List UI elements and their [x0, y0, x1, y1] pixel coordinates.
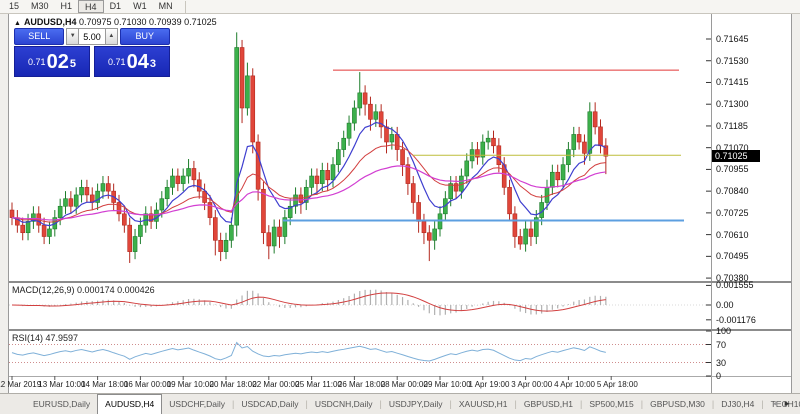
toolbar-divider [184, 0, 186, 13]
price-tick-label: 0.71185 [716, 120, 748, 131]
timeframe-button-15[interactable]: 15 [9, 1, 20, 11]
tab-xauusd-h1[interactable]: XAUUSD,H1 [458, 399, 508, 409]
sell-price-display[interactable]: 0.71 02 5 [14, 46, 90, 77]
chart-ohlc-header: ▲ AUDUSD,H4 0.70975 0.71030 0.70939 0.710… [14, 17, 217, 27]
tab-divider: | [379, 399, 382, 409]
sell-price-prefix: 0.71 [28, 56, 46, 67]
price-tick-label: 0.70725 [716, 207, 749, 218]
macd-tick-label: 0.00 [716, 300, 734, 310]
buy-button[interactable]: BUY [119, 28, 170, 45]
tab-divider: | [711, 399, 715, 409]
tab-scroll-right-icon[interactable]: ► [783, 399, 795, 408]
tab-usdjpy-daily[interactable]: USDJPY,Daily [388, 399, 443, 409]
tab-divider: | [640, 399, 644, 409]
rsi-label: RSI(14) 47.9597 [12, 333, 79, 343]
sell-price-pip: 5 [69, 57, 76, 70]
time-tick-label: 25 Mar 11:00 [295, 380, 342, 389]
tab-divider: | [514, 399, 517, 409]
rsi-tick-label: 30 [716, 357, 727, 368]
buy-price-pip: 3 [149, 57, 156, 70]
sell-button[interactable]: SELL [14, 28, 65, 45]
volume-increase-icon[interactable]: ▲ [105, 28, 118, 45]
price-tick-label: 0.70380 [716, 273, 749, 284]
time-tick-label: 4 Apr 10:00 [554, 380, 595, 389]
price-axis-separator [711, 14, 712, 393]
timeframe-button-w1[interactable]: W1 [133, 1, 147, 11]
tab-sp500-m15[interactable]: SP500,M15 [589, 399, 634, 409]
time-tick-label: 28 Mar 00:00 [380, 380, 428, 389]
time-tick-label: 26 Mar 18:00 [337, 380, 386, 389]
time-tick-label: 16 Mar 00:00 [123, 380, 172, 389]
timeframe-button-h1[interactable]: H1 [60, 1, 73, 11]
tab-gbpusd-h1[interactable]: GBPUSD,H1 [523, 399, 573, 409]
price-tick-label: 0.70495 [716, 251, 749, 262]
timeframe-toolbar: 15 M30 H1 H4 D1 W1 MN [0, 0, 800, 14]
price-tick-label: 0.71645 [716, 34, 749, 44]
macd-tick-label: -0.001176 [716, 314, 756, 325]
tab-tech100-h1[interactable]: TECH100,H1 [770, 399, 800, 409]
sell-price-big: 02 [46, 50, 69, 73]
tab-usdcnh-daily[interactable]: USDCNH,Daily [314, 399, 373, 409]
tab-divider: | [305, 399, 308, 409]
price-tick-label: 0.71300 [716, 99, 749, 110]
tab-divider: | [580, 399, 583, 409]
rsi-tick-label: 0 [716, 371, 722, 381]
time-tick-label: 1 Apr 19:00 [468, 380, 510, 389]
time-tick-label: 14 Mar 18:00 [81, 380, 129, 389]
symbol-tabbar: EURUSD,Daily AUDUSD,H4 USDCHF,Daily | USDCAD… [0, 393, 800, 414]
tab-scroll-arrows: ◄► [771, 399, 795, 408]
chart-symbol-label: AUDUSD,H4 [23, 17, 77, 27]
buy-price-big: 04 [126, 50, 149, 73]
time-tick-label: 5 Apr 18:00 [596, 380, 638, 389]
chart-ohlc-values: 0.70975 0.71030 0.70939 0.71025 [78, 17, 217, 27]
tab-scroll-left-icon[interactable]: ◄ [771, 399, 784, 408]
current-price-badge: 0.71025 [712, 150, 760, 163]
tab-gbpusd-m30[interactable]: GBPUSD,M30 [650, 399, 705, 409]
time-tick-label: 3 Apr 00:00 [511, 380, 553, 389]
tab-dj30-h4[interactable]: DJ30,H4 [721, 399, 755, 409]
time-tick-label: 20 Mar 18:00 [209, 380, 257, 389]
macd-tick-label: 0.001555 [716, 280, 754, 291]
price-tick-label: 0.71415 [716, 77, 749, 88]
buy-price-display[interactable]: 0.71 04 3 [94, 46, 170, 77]
price-tick-label: 0.70840 [716, 186, 749, 197]
tab-audusd-h4[interactable]: AUDUSD,H4 [97, 394, 163, 414]
price-tick-label: 0.71070 [716, 142, 749, 153]
timeframe-button-h4[interactable]: H4 [78, 0, 104, 13]
tab-usdcad-daily[interactable]: USDCAD,Daily [241, 399, 299, 409]
tab-divider: | [761, 399, 764, 409]
tab-divider: | [449, 399, 452, 409]
time-axis-separator [9, 376, 791, 377]
tab-eurusd-daily[interactable]: EURUSD,Daily [33, 399, 91, 409]
rsi-panel-separator[interactable] [9, 329, 791, 331]
volume-decrease-icon[interactable]: ▼ [66, 28, 79, 45]
rsi-tick-label: 100 [716, 326, 732, 336]
buy-price-prefix: 0.71 [108, 56, 126, 67]
price-tick-label: 0.71530 [716, 55, 749, 66]
volume-input[interactable] [79, 28, 105, 45]
time-tick-label: 29 Mar 10:00 [423, 380, 471, 389]
time-tick-label: 19 Mar 10:00 [166, 380, 214, 389]
collapse-panel-icon[interactable]: ▲ [14, 20, 21, 27]
time-tick-label: 13 Mar 10:00 [38, 380, 86, 389]
tab-divider: | [232, 399, 235, 409]
time-tick-label: 12 Mar 2019 [0, 380, 42, 389]
macd-label: MACD(12,26,9) 0.000174 0.000426 [12, 285, 155, 295]
timeframe-button-m30[interactable]: M30 [31, 1, 49, 11]
timeframe-button-d1[interactable]: D1 [109, 1, 122, 11]
tab-usdchf-daily[interactable]: USDCHF,Daily [169, 399, 226, 409]
macd-panel-separator[interactable] [9, 281, 791, 283]
rsi-tick-label: 70 [716, 339, 727, 350]
price-tick-label: 0.70610 [716, 229, 749, 240]
timeframe-button-mn[interactable]: MN [158, 1, 173, 11]
time-tick-label: 22 Mar 00:00 [252, 380, 300, 389]
price-tick-label: 0.70955 [716, 164, 749, 175]
